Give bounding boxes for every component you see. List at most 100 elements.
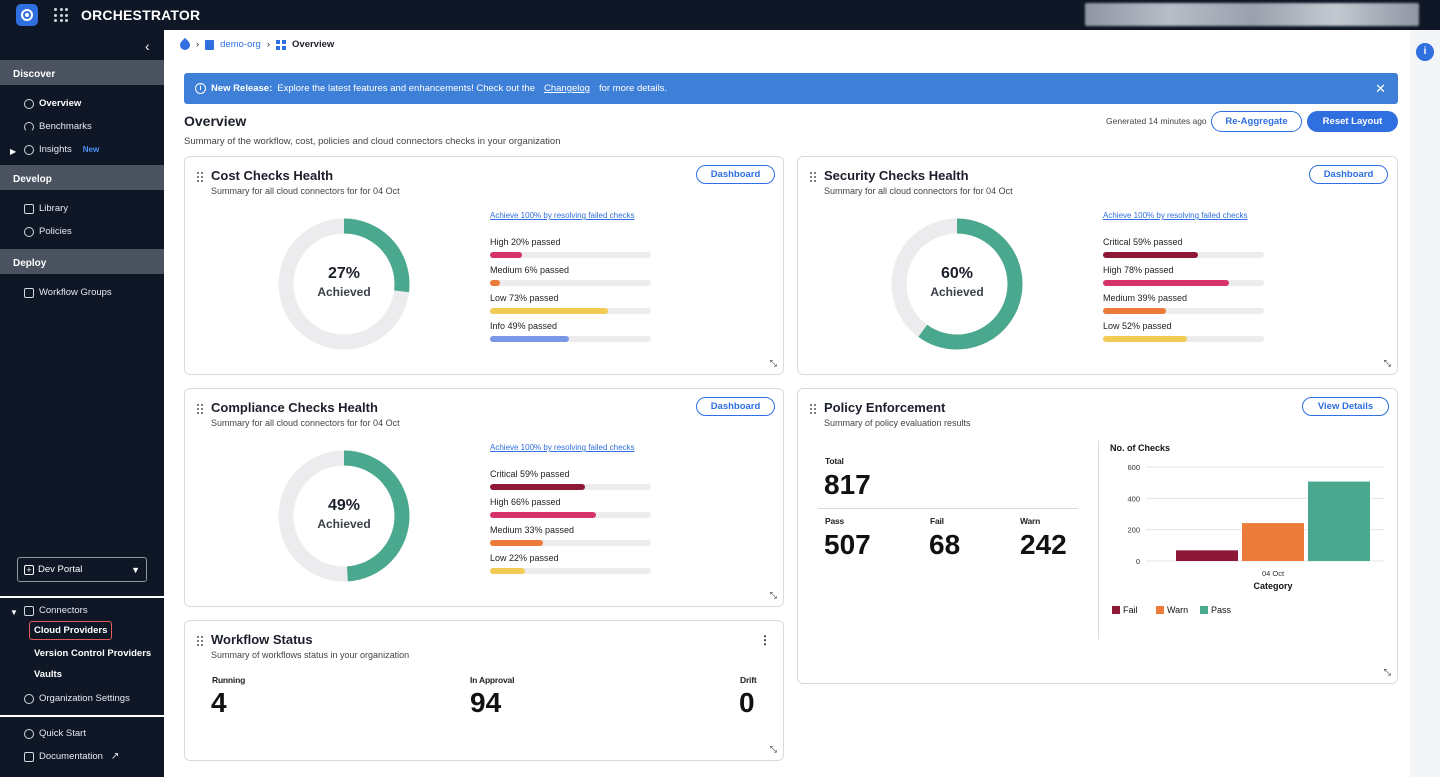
resize-handle-icon[interactable]: ⤡ [1383,358,1391,368]
drag-handle-icon[interactable] [197,404,203,414]
dashboard-icon [276,39,287,50]
sidebar-item-label: Quick Start [39,728,86,739]
progress-track [490,512,651,518]
workflow-icon [24,287,34,298]
drag-handle-icon[interactable] [810,172,816,182]
sidebar-item-label: Documentation [39,751,103,762]
dashboard-button[interactable]: Dashboard [696,397,775,416]
section-deploy: Deploy [0,249,164,274]
donut-chart: 27% Achieved [277,217,411,351]
progress-track [1103,252,1264,258]
pie-chart-icon [24,98,34,109]
progress-fill [490,568,526,574]
sidebar-item-version-control-providers[interactable]: Version Control Providers [34,648,152,659]
dev-portal-select[interactable]: + Dev Portal ▼ [17,557,147,582]
collapse-connectors-icon[interactable]: ▼ [10,608,18,617]
progress-fill [490,336,569,342]
sidebar-item-policies[interactable]: Policies [24,226,72,237]
changelog-link[interactable]: Changelog [543,83,590,94]
bar-fail [1176,550,1238,561]
resize-handle-icon[interactable]: ⤡ [769,744,777,754]
donut-chart: 60% Achieved [890,217,1024,351]
resize-handle-icon[interactable]: ⤡ [769,590,777,600]
breadcrumb-org[interactable]: demo-org [220,39,261,50]
x-axis-label: Category [1253,581,1292,591]
resize-handle-icon[interactable]: ⤡ [1383,667,1391,677]
archive-icon [24,751,34,762]
sidebar-item-documentation[interactable]: Documentation ↗ [24,751,119,762]
progress-fill [1103,308,1166,314]
donut-label: Achieved [930,285,984,299]
warn-label: Warn [1020,516,1041,526]
sidebar-item-organization-settings[interactable]: Organization Settings [24,693,130,704]
new-badge: New [82,145,100,154]
sidebar-item-vaults[interactable]: Vaults [34,669,62,680]
donut-arc [278,218,410,350]
security-checks-card: Security Checks Health Summary for all c… [797,156,1398,375]
sidebar: ‹ Discover Overview Benchmarks ▶ Insight… [0,30,164,777]
app-logo-icon[interactable] [16,4,38,26]
info-icon[interactable]: i [1416,43,1434,61]
progress-label: Medium 39% passed [1103,293,1188,303]
drag-handle-icon[interactable] [810,404,816,414]
drag-handle-icon[interactable] [197,636,203,646]
sidebar-item-quick-start[interactable]: Quick Start [24,728,86,739]
progress-track [490,484,651,490]
collapse-sidebar-icon[interactable]: ‹ [145,38,150,54]
dashboard-button[interactable]: Dashboard [696,165,775,184]
progress-row: Critical 59% passed [490,469,651,490]
progress-row: Low 52% passed [1103,321,1264,342]
more-options-icon[interactable]: ⋮ [759,633,771,647]
view-details-button[interactable]: View Details [1302,397,1389,416]
sidebar-item-cloud-providers[interactable]: Cloud Providers [29,621,113,640]
progress-track [1103,336,1264,342]
close-icon[interactable]: ✕ [1375,81,1386,96]
sidebar-item-library[interactable]: Library [24,203,68,214]
sidebar-item-insights[interactable]: Insights New [24,144,99,155]
achieve-link[interactable]: Achieve 100% by resolving failed checks [1103,211,1248,220]
gear-icon [24,693,34,704]
bar-warn [1242,523,1304,561]
re-aggregate-button[interactable]: Re-Aggregate [1211,111,1302,132]
pass-label: Pass [825,516,845,526]
sidebar-item-workflow-groups[interactable]: Workflow Groups [24,287,112,298]
sidebar-item-label: Policies [39,226,72,237]
chevron-right-icon: › [196,39,200,50]
achieve-link[interactable]: Achieve 100% by resolving failed checks [490,211,635,220]
rocket-icon[interactable] [177,37,193,52]
checks-bar-chart: No. of Checks 0 200 400 600 04 Oct Category Fai… [1110,443,1384,615]
pass-value: 507 [824,529,871,560]
sidebar-item-overview[interactable]: Overview [24,98,81,109]
expand-insights-icon[interactable]: ▶ [10,147,17,156]
release-banner: i New Release: Explore the latest featur… [184,73,1398,104]
achieve-link[interactable]: Achieve 100% by resolving failed checks [490,443,635,452]
donut-percent: 27% [327,265,361,282]
sidebar-item-benchmarks[interactable]: Benchmarks [24,121,92,132]
progress-label: Critical 59% passed [1103,237,1183,247]
reset-layout-button[interactable]: Reset Layout [1307,111,1398,132]
page-title: Overview [184,113,247,129]
progress-fill [490,512,597,518]
divider [1098,441,1099,639]
app-title: ORCHESTRATOR [81,7,201,23]
legend-label-warn: Warn [1167,605,1188,615]
progress-label: Low 52% passed [1103,321,1172,331]
dashboard-button[interactable]: Dashboard [1309,165,1388,184]
drag-handle-icon[interactable] [197,172,203,182]
progress-row: High 20% passed [490,237,651,258]
donut-percent: 49% [327,497,361,514]
donut-label: Achieved [317,517,371,531]
card-title: Compliance Checks Health [211,400,378,415]
resize-handle-icon[interactable]: ⤡ [769,358,777,368]
breadcrumb-current: Overview [292,39,335,50]
section-discover: Discover [0,60,164,85]
legend-swatch-pass [1200,606,1208,614]
sidebar-item-label: Overview [39,98,82,109]
sidebar-item-connectors[interactable]: Connectors [24,605,88,616]
top-bar: ORCHESTRATOR [0,0,1440,30]
user-info-redacted[interactable] [1085,3,1419,26]
right-rail [1410,30,1440,777]
y-tick-label: 200 [1127,526,1140,535]
apps-grid-icon[interactable] [54,8,68,22]
progress-row: Low 22% passed [490,553,651,574]
